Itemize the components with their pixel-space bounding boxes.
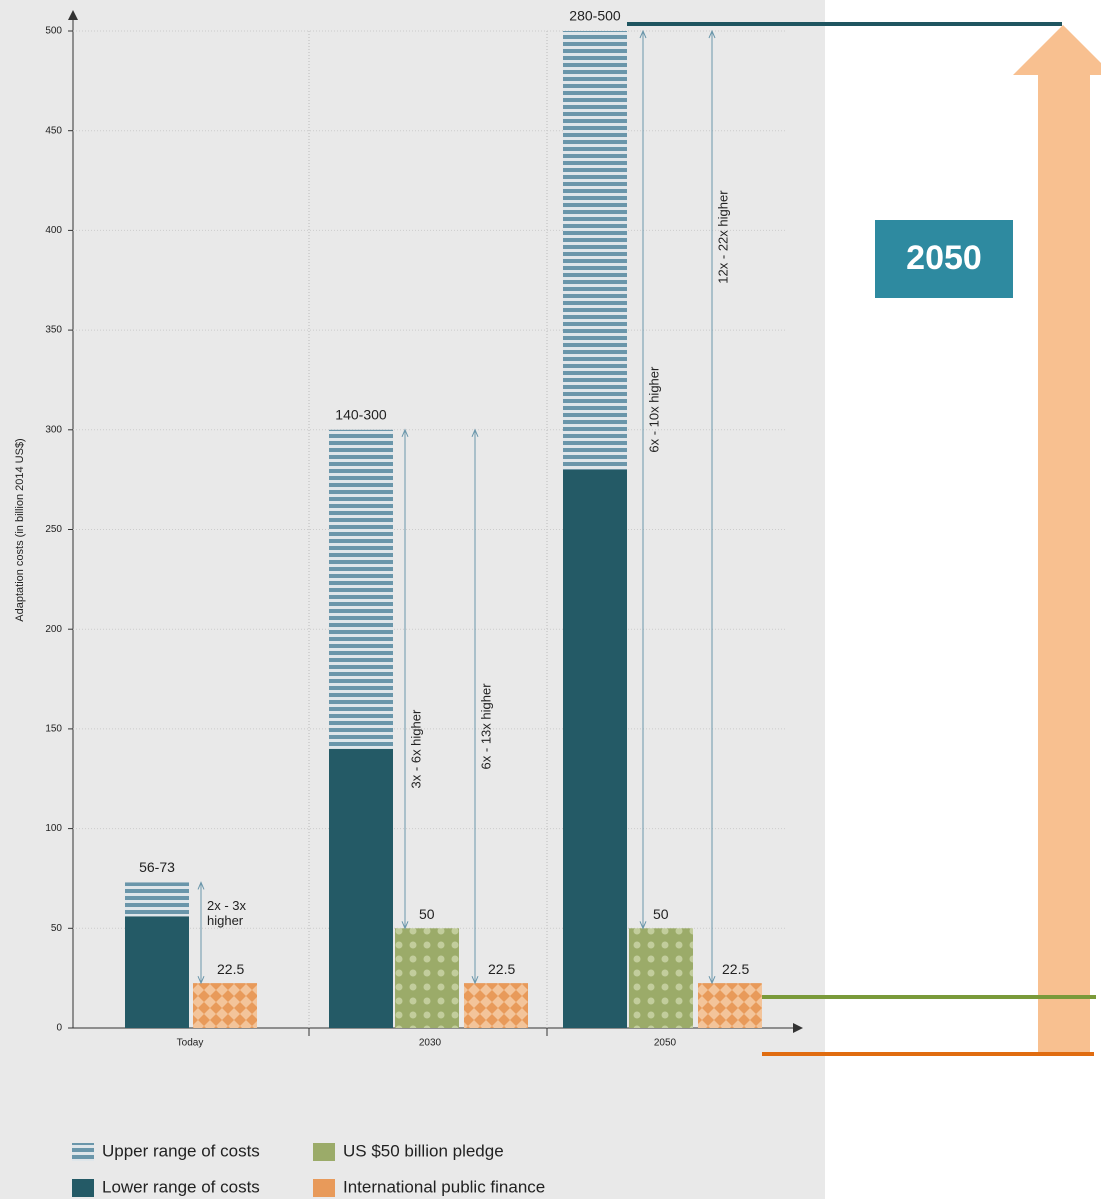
x-tick-label: 2030	[419, 1038, 442, 1049]
y-tick-label: 250	[45, 524, 62, 535]
legend-swatch	[313, 1143, 335, 1161]
y-tick-label: 400	[45, 225, 62, 236]
bar-upper-range	[125, 882, 189, 917]
x-tick-label: 2050	[654, 1038, 677, 1049]
legend-label: Lower range of costs	[102, 1177, 260, 1196]
bar-lower	[563, 469, 627, 1028]
range-label: 140-300	[335, 407, 387, 423]
y-tick-label: 100	[45, 823, 62, 834]
comparison-label: 6x - 10x higher	[646, 366, 661, 453]
legend-swatch	[72, 1179, 94, 1197]
bar-lower	[125, 916, 189, 1028]
arrow-head	[708, 975, 716, 985]
x-tick-label: Today	[177, 1038, 204, 1049]
y-axis-label: Adaptation costs (in billion 2014 US$)	[14, 438, 26, 621]
legend-swatch	[313, 1179, 335, 1197]
y-tick-label: 300	[45, 424, 62, 435]
callout-text: 2050	[906, 239, 982, 277]
bar-upper-range	[563, 31, 627, 470]
arrow-head	[639, 29, 647, 39]
y-tick-label: 200	[45, 624, 62, 635]
bar	[395, 928, 459, 1028]
growth-arrow	[1013, 25, 1101, 1054]
value-label: 22.5	[488, 961, 515, 977]
x-axis-arrow	[793, 1023, 803, 1033]
value-label: 50	[653, 906, 669, 922]
range-label: 280-500	[569, 8, 621, 24]
comparison-label: 12x - 22x higher	[715, 190, 730, 284]
bar	[629, 928, 693, 1028]
y-tick-label: 450	[45, 125, 62, 136]
legend-label: US $50 billion pledge	[343, 1141, 504, 1160]
bar-upper-range	[329, 429, 393, 749]
y-tick-label: 0	[56, 1023, 62, 1034]
bar	[193, 983, 257, 1028]
arrow-head	[197, 975, 205, 985]
range-label: 56-73	[139, 859, 175, 875]
comparison-label: 3x - 6x higher	[408, 709, 423, 788]
arrow-head	[471, 428, 479, 437]
callout-box	[875, 220, 1013, 298]
value-label: 22.5	[722, 961, 749, 977]
y-tick-label: 350	[45, 325, 62, 336]
y-tick-label: 150	[45, 724, 62, 735]
y-axis-arrow	[68, 10, 78, 20]
legend-swatch	[72, 1143, 94, 1161]
arrow-head	[639, 921, 647, 930]
value-label: 22.5	[217, 961, 244, 977]
legend-label: Upper range of costs	[102, 1141, 260, 1160]
y-tick-label: 500	[45, 26, 62, 37]
bar-lower	[329, 748, 393, 1028]
legend-label: International public finance	[343, 1177, 545, 1196]
arrow-head	[401, 428, 409, 437]
bar	[464, 983, 528, 1028]
arrow-head	[708, 29, 716, 39]
arrow-head	[401, 921, 409, 930]
arrow-head	[471, 975, 479, 985]
arrow-head	[197, 881, 205, 890]
y-tick-label: 50	[51, 923, 63, 934]
bar	[698, 983, 762, 1028]
comparison-label: 6x - 13x higher	[478, 683, 493, 770]
value-label: 50	[419, 906, 435, 922]
comparison-label: 2x - 3x higher	[207, 898, 247, 929]
